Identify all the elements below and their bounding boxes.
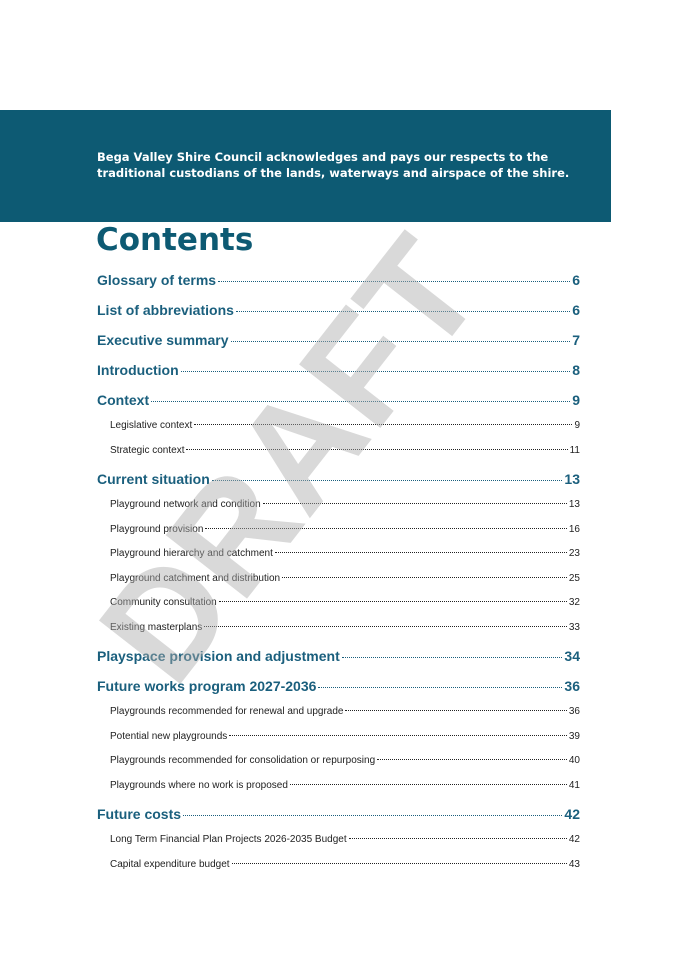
dot-leader bbox=[318, 687, 563, 688]
entry-page: 6 bbox=[572, 272, 580, 288]
toc-entry[interactable]: Playgrounds where no work is proposed 41 bbox=[97, 774, 580, 799]
toc-entry[interactable]: Playspace provision and adjustment 34 bbox=[97, 642, 580, 670]
toc-entry[interactable]: Context 9 bbox=[97, 386, 580, 414]
entry-title: Long Term Financial Plan Projects 2026-2… bbox=[110, 834, 347, 845]
entry-title: Future costs bbox=[97, 806, 182, 822]
dot-leader bbox=[282, 576, 567, 578]
entry-page: 36 bbox=[568, 706, 580, 717]
toc-entry[interactable]: Playground catchment and distribution 25 bbox=[97, 567, 580, 592]
toc-entry[interactable]: Existing masterplans 33 bbox=[97, 616, 580, 641]
toc-entry[interactable]: Community consultation 32 bbox=[97, 591, 580, 616]
entry-page: 32 bbox=[568, 597, 580, 608]
entry-page: 7 bbox=[572, 332, 580, 348]
dot-leader bbox=[262, 503, 567, 504]
dot-leader bbox=[204, 625, 567, 627]
entry-title: Community consultation bbox=[110, 597, 217, 608]
entry-title: Playground hierarchy and catchment bbox=[110, 548, 273, 559]
toc-entry[interactable]: Strategic context 11 bbox=[97, 439, 580, 464]
dot-leader bbox=[231, 862, 567, 864]
entry-title: Introduction bbox=[97, 362, 179, 378]
entry-page: 23 bbox=[568, 548, 580, 559]
entry-page: 41 bbox=[568, 779, 580, 791]
entry-page: 34 bbox=[564, 648, 580, 664]
dot-leader bbox=[348, 838, 567, 839]
entry-page: 9 bbox=[574, 420, 580, 431]
entry-page: 42 bbox=[568, 834, 580, 845]
toc-entry[interactable]: Playground network and condition 13 bbox=[97, 493, 580, 518]
dot-leader bbox=[229, 734, 567, 736]
entry-title: Playground provision bbox=[110, 523, 204, 535]
dot-leader bbox=[377, 759, 567, 760]
toc-entry[interactable]: Playgrounds recommended for consolidatio… bbox=[97, 749, 580, 774]
toc-entry[interactable]: Capital expenditure budget 43 bbox=[97, 853, 580, 878]
dot-leader bbox=[183, 815, 563, 816]
entry-page: 36 bbox=[564, 678, 580, 694]
toc-entry[interactable]: Playground provision 16 bbox=[97, 518, 580, 543]
contents-title: Contents bbox=[96, 222, 254, 258]
table-of-contents: Glossary of terms 6 List of abbreviations 6… bbox=[97, 266, 580, 877]
toc-entry[interactable]: Playgrounds recommended for renewal and … bbox=[97, 700, 580, 725]
dot-leader bbox=[341, 657, 563, 658]
dot-leader bbox=[235, 311, 571, 312]
entry-title: Existing masterplans bbox=[110, 621, 203, 633]
dot-leader bbox=[218, 601, 567, 602]
entry-page: 43 bbox=[568, 858, 580, 870]
dot-leader bbox=[289, 783, 567, 785]
toc-entry[interactable]: Future works program 2027-2036 36 bbox=[97, 672, 580, 700]
entry-page: 16 bbox=[568, 523, 580, 535]
entry-title: List of abbreviations bbox=[97, 302, 234, 318]
entry-page: 8 bbox=[572, 362, 580, 378]
entry-page: 39 bbox=[568, 730, 580, 742]
dot-leader bbox=[211, 480, 563, 481]
dot-leader bbox=[230, 341, 571, 342]
dot-leader bbox=[205, 527, 567, 529]
banner-line: traditional custodians of the lands, wat… bbox=[97, 166, 570, 180]
entry-page: 42 bbox=[564, 806, 580, 822]
entry-title: Capital expenditure budget bbox=[110, 858, 230, 870]
toc-entry[interactable]: List of abbreviations 6 bbox=[97, 296, 580, 324]
toc-entry[interactable]: Future costs 42 bbox=[97, 800, 580, 828]
entry-title: Playgrounds recommended for renewal and … bbox=[110, 706, 344, 717]
dot-leader bbox=[345, 710, 567, 711]
entry-title: Context bbox=[97, 392, 150, 408]
dot-leader bbox=[180, 371, 571, 372]
dot-leader bbox=[186, 448, 568, 450]
entry-page: 40 bbox=[568, 755, 580, 766]
dot-leader bbox=[218, 281, 571, 282]
dot-leader bbox=[151, 401, 571, 402]
entry-title: Glossary of terms bbox=[97, 272, 217, 288]
entry-title: Current situation bbox=[97, 471, 210, 487]
entry-page: 9 bbox=[572, 392, 580, 408]
toc-entry[interactable]: Current situation 13 bbox=[97, 465, 580, 493]
toc-entry[interactable]: Long Term Financial Plan Projects 2026-2… bbox=[97, 828, 580, 853]
dot-leader bbox=[274, 552, 567, 553]
entry-title: Strategic context bbox=[110, 444, 185, 456]
entry-title: Playspace provision and adjustment bbox=[97, 648, 340, 664]
entry-page: 33 bbox=[568, 621, 580, 633]
toc-entry[interactable]: Executive summary 7 bbox=[97, 326, 580, 354]
toc-entry[interactable]: Legislative context 9 bbox=[97, 414, 580, 439]
entry-title: Playground catchment and distribution bbox=[110, 572, 281, 584]
entry-title: Future works program 2027-2036 bbox=[97, 678, 317, 694]
entry-title: Potential new playgrounds bbox=[110, 730, 228, 742]
banner-line: Bega Valley Shire Council acknowledges a… bbox=[97, 150, 549, 164]
acknowledgement-banner: Bega Valley Shire Council acknowledges a… bbox=[0, 110, 611, 222]
toc-entry[interactable]: Introduction 8 bbox=[97, 356, 580, 384]
entry-page: 13 bbox=[568, 499, 580, 510]
entry-page: 11 bbox=[569, 444, 580, 456]
entry-title: Playgrounds where no work is proposed bbox=[110, 779, 288, 791]
toc-entry[interactable]: Glossary of terms 6 bbox=[97, 266, 580, 294]
entry-title: Executive summary bbox=[97, 332, 229, 348]
dot-leader bbox=[194, 424, 573, 425]
entry-title: Legislative context bbox=[110, 420, 193, 431]
entry-title: Playgrounds recommended for consolidatio… bbox=[110, 755, 376, 766]
toc-entry[interactable]: Playground hierarchy and catchment 23 bbox=[97, 542, 580, 567]
entry-title: Playground network and condition bbox=[110, 499, 261, 510]
entry-page: 25 bbox=[568, 572, 580, 584]
entry-page: 6 bbox=[572, 302, 580, 318]
toc-entry[interactable]: Potential new playgrounds 39 bbox=[97, 725, 580, 750]
entry-page: 13 bbox=[564, 471, 580, 487]
